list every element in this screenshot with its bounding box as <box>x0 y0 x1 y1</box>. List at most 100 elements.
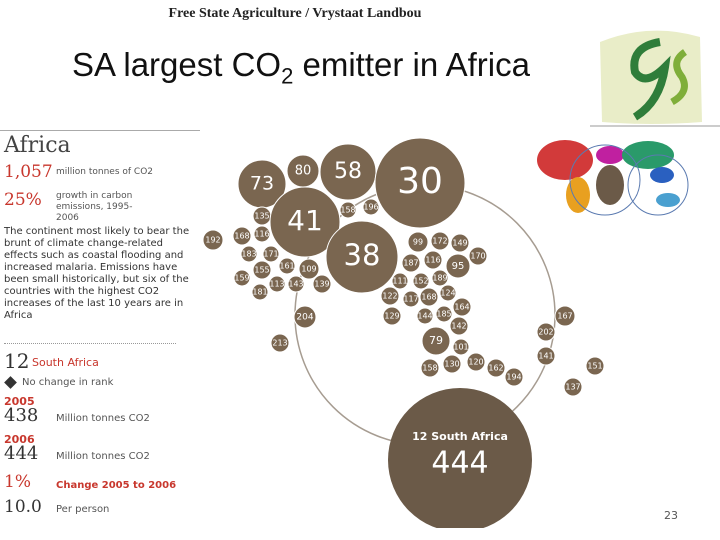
bubble <box>293 305 317 329</box>
bubble <box>452 338 470 356</box>
growth-label: growth in carbon emissions, 1995-2006 <box>56 191 133 223</box>
bubble-label: 30 <box>397 161 443 202</box>
region: Africa <box>4 133 71 158</box>
bubble <box>407 231 429 253</box>
bubble-label: 168 <box>234 232 249 241</box>
bubble-label: 117 <box>403 295 418 304</box>
bubble <box>468 246 488 266</box>
row-year: 2005 <box>4 395 35 408</box>
bubble-label: 58 <box>334 159 362 184</box>
bubble-label: 116 <box>254 230 269 239</box>
bubble-label: 192 <box>205 236 220 245</box>
bubble-label: 149 <box>452 239 467 248</box>
bubble <box>445 253 471 279</box>
bubble <box>252 260 272 280</box>
bubble-label: 196 <box>363 203 378 212</box>
map-region <box>656 193 680 207</box>
map-ring <box>627 154 689 216</box>
row-label: Million tonnes CO2 <box>56 451 150 462</box>
bubble <box>374 137 466 229</box>
bubble-label: 167 <box>557 312 572 321</box>
bubble-label: 152 <box>413 277 428 286</box>
change: 1% <box>4 472 31 492</box>
bubble-label: 144 <box>417 312 432 321</box>
bubble <box>486 358 506 378</box>
bubble <box>449 316 469 336</box>
total-label: million tonnes of CO2 <box>56 167 154 177</box>
bubble <box>270 333 290 353</box>
bubble-label: 80 <box>295 164 312 179</box>
row-value: 444 <box>4 443 39 464</box>
bubble <box>401 253 421 273</box>
bubble-label: 137 <box>565 383 580 392</box>
rule <box>4 343 176 344</box>
map-region <box>596 165 624 205</box>
bubble <box>431 269 449 287</box>
bubble-label: 183 <box>241 250 256 259</box>
bubble <box>339 201 357 219</box>
title-text: SA largest CO <box>72 46 282 83</box>
map-ring <box>569 144 641 216</box>
bubble <box>362 198 380 216</box>
bubble-label: 171 <box>263 250 278 259</box>
total: 1,057 <box>4 162 53 182</box>
bubble-label: 202 <box>538 328 553 337</box>
bubble <box>391 272 409 290</box>
bubble <box>402 290 420 308</box>
bubble-label: 129 <box>384 312 399 321</box>
bubble <box>287 275 305 293</box>
bubble-label: 158 <box>340 206 355 215</box>
bubble-label: 161 <box>279 262 294 271</box>
bubble-label: 194 <box>506 373 521 382</box>
bubble <box>430 231 450 251</box>
map-region <box>650 167 674 183</box>
highlight-name: 12 South Africa <box>412 430 508 443</box>
bubbles: 73 80 58 30 135 158 196 41 192 168 116 183 171 155 161… <box>202 137 605 397</box>
bubble <box>268 275 286 293</box>
bubble <box>421 326 451 356</box>
bubble <box>278 257 296 275</box>
bubble-label: 172 <box>432 237 447 246</box>
bubble-label: 162 <box>488 364 503 373</box>
bubble <box>536 346 556 366</box>
bubble-label: 120 <box>468 358 483 367</box>
title-text: emitter in Africa <box>293 46 530 83</box>
bubble <box>419 287 439 307</box>
bubble-label: 73 <box>250 173 274 195</box>
row-value: 438 <box>4 405 39 426</box>
row-label: Million tonnes CO2 <box>56 413 150 424</box>
country: South Africa <box>32 356 99 369</box>
bubble <box>298 258 320 280</box>
bubble <box>251 283 269 301</box>
bubble-label: 111 <box>392 277 407 286</box>
bubble <box>202 229 224 251</box>
world-map <box>537 140 689 216</box>
org-header: Free State Agriculture / Vrystaat Landbo… <box>168 6 422 21</box>
bubble <box>232 226 252 246</box>
bubble-label: 122 <box>382 292 397 301</box>
map-region <box>596 146 624 164</box>
bubble <box>253 225 271 243</box>
logo-mark <box>630 38 671 121</box>
bubble-label: 158 <box>422 364 437 373</box>
rule <box>0 130 200 131</box>
bubble-label: 155 <box>254 266 269 275</box>
bubble <box>382 306 402 326</box>
bubble <box>269 186 341 258</box>
bubble <box>412 272 430 290</box>
bubble <box>585 356 605 376</box>
bubble-label: 109 <box>301 265 316 274</box>
bubble-label: 38 <box>344 238 381 272</box>
bubble-label: 164 <box>454 303 469 312</box>
bubble-label: 168 <box>421 293 436 302</box>
bubble-label: 189 <box>432 274 447 283</box>
bubble <box>423 250 443 270</box>
per-person: 10.0 <box>4 497 42 517</box>
title-sub: 2 <box>281 63 294 89</box>
rank-change: No change in rank <box>22 377 114 388</box>
bubble-label: 116 <box>425 256 440 265</box>
paragraph: The continent most likely to bear the br… <box>4 226 190 321</box>
bubble-label: 95 <box>452 261 465 272</box>
rank: 12 <box>4 349 30 373</box>
